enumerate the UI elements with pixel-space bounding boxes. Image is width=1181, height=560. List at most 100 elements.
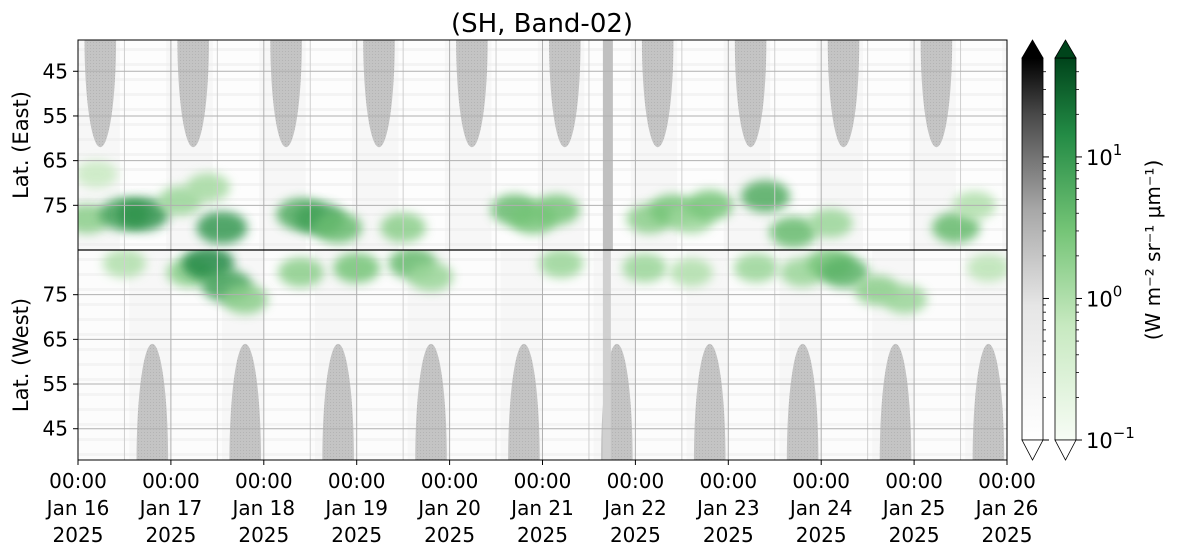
night-lobe-lower	[322, 343, 354, 460]
colorbar-greens	[1054, 39, 1077, 461]
night-lobe-lower	[786, 343, 819, 460]
colorbar-greys-extend-bottom	[1021, 439, 1044, 461]
ytick-label-upper: 45	[43, 59, 68, 83]
aurora-blob-lower	[408, 262, 454, 292]
night-lobe-lower	[229, 343, 262, 460]
xtick-day: Jan 19	[323, 496, 388, 520]
ytick-label-upper: 75	[43, 193, 68, 217]
xtick-time: 00:00	[514, 469, 572, 493]
xtick-time: 00:00	[142, 469, 200, 493]
xtick-year: 2025	[982, 523, 1033, 547]
ytick-label-lower: 65	[43, 327, 68, 351]
xtick-year: 2025	[53, 523, 104, 547]
xtick-time: 00:00	[235, 469, 293, 493]
aurora-blob-lower	[622, 253, 668, 283]
xtick-day: Jan 23	[695, 496, 760, 520]
night-lobe-lower	[508, 343, 540, 460]
xtick-year: 2025	[238, 523, 289, 547]
aurora-blob-lower	[669, 258, 713, 287]
lower-ylabel: Lat. (West)	[9, 298, 33, 412]
ytick-label-lower: 55	[43, 372, 68, 396]
xtick-day: Jan 22	[602, 496, 667, 520]
night-lobe-lower	[415, 343, 447, 460]
aurora-blob-upper	[186, 173, 231, 202]
xtick-time: 00:00	[49, 469, 107, 493]
xtick-year: 2025	[796, 523, 847, 547]
colorbar-ticks: 101 100 10−1	[1043, 71, 1135, 453]
aurora-blob-upper	[740, 180, 791, 213]
aurora-blob-lower	[222, 284, 269, 315]
xtick-year: 2025	[331, 523, 382, 547]
night-lobe-lower	[136, 343, 169, 460]
xtick-time: 00:00	[978, 469, 1036, 493]
night-lobe-upper	[270, 40, 302, 148]
xtick-year: 2025	[610, 523, 661, 547]
xtick-year: 2025	[703, 523, 754, 547]
night-lobe-upper	[734, 40, 767, 148]
aurora-blob-upper	[78, 160, 118, 188]
xtick-year: 2025	[424, 523, 475, 547]
aurora-blob-lower	[820, 256, 869, 289]
xtick-year: 2025	[889, 523, 940, 547]
colorbar-greys	[1021, 39, 1044, 461]
colorbar-greens-extend-bottom	[1054, 439, 1077, 461]
aurora-blob-lower	[538, 250, 584, 279]
aurora-blob-upper	[196, 211, 248, 245]
night-lobe-upper	[456, 40, 488, 148]
ytick-label-lower: 45	[43, 417, 68, 441]
xtick-day: Jan 17	[138, 496, 203, 520]
cbar-tick-label: 100	[1086, 282, 1122, 311]
xtick-day: Jan 18	[230, 496, 295, 520]
aurora-blob-upper	[314, 212, 363, 244]
aurora-blob-lower	[278, 257, 324, 288]
aurora-blob-lower	[882, 284, 928, 314]
upper-panel	[78, 40, 1007, 250]
ytick-label-upper: 65	[43, 149, 68, 173]
axes: 45 55 65 75 75 65 55 45 00:00 Jan 16 2025 00:00 Jan …	[43, 39, 1039, 547]
xtick-time: 00:00	[607, 469, 665, 493]
xtick-year: 2025	[145, 523, 196, 547]
aurora-blob-upper	[532, 194, 580, 226]
aurora-blob-upper	[931, 212, 980, 244]
colorbar-greens-body	[1054, 57, 1077, 441]
night-lobe-upper	[549, 40, 581, 148]
aurora-blob-upper	[117, 197, 169, 231]
chart-title: (SH, Band-02)	[451, 9, 633, 39]
ytick-label-upper: 55	[43, 104, 68, 128]
cbar-tick-label: 10−1	[1086, 424, 1135, 453]
aurora-blob-upper	[808, 208, 853, 238]
night-lobe-upper	[827, 40, 860, 148]
night-lobe-lower	[879, 343, 912, 460]
night-lobe-upper	[920, 40, 953, 148]
night-lobe-lower	[693, 343, 726, 460]
aurora-blob-upper	[769, 216, 818, 248]
xtick-day: Jan 16	[45, 496, 110, 520]
night-lobe-upper	[363, 40, 395, 148]
xtick-day: Jan 20	[416, 496, 481, 520]
night-lobe-upper	[177, 40, 209, 148]
xtick-day: Jan 21	[509, 496, 574, 520]
upper-ylabel: Lat. (East)	[9, 91, 33, 199]
aurora-blob-lower	[733, 253, 779, 283]
xtick-time: 00:00	[328, 469, 386, 493]
aurora-blob-lower	[967, 253, 1007, 282]
xtick-time: 00:00	[699, 469, 757, 493]
ytick-label-lower: 75	[43, 283, 68, 307]
cbar-tick-label: 101	[1086, 141, 1122, 170]
xtick-day: Jan 24	[788, 496, 853, 520]
colorbar-greys-extend-top	[1021, 39, 1044, 59]
night-lobe-upper	[641, 40, 674, 148]
data-gap-upper	[602, 40, 613, 250]
colorbar-greys-body	[1021, 57, 1044, 441]
xtick-year: 2025	[517, 523, 568, 547]
xtick-day: Jan 25	[881, 496, 946, 520]
night-lobe-upper	[84, 40, 117, 148]
xtick-time: 00:00	[792, 469, 850, 493]
xtick-day: Jan 26	[974, 496, 1039, 520]
colorbar-greens-extend-top	[1054, 39, 1077, 59]
xtick-time: 00:00	[421, 469, 479, 493]
night-lobe-lower	[972, 343, 1005, 460]
data-gap-lower	[602, 250, 611, 460]
